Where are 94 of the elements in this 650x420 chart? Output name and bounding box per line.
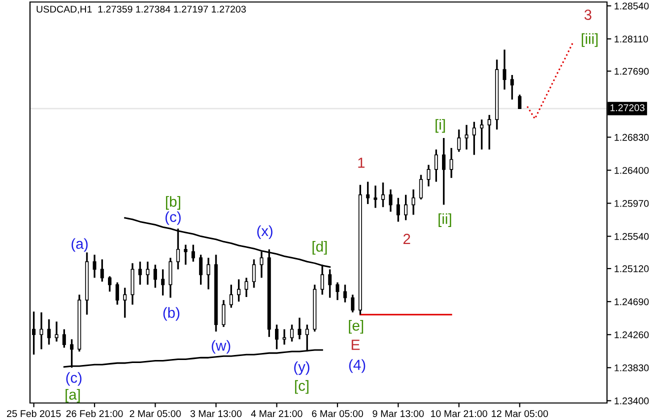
annotation: (w) — [212, 340, 230, 354]
candlestick — [92, 254, 96, 279]
candlestick — [229, 284, 233, 309]
annotation: [iii] — [582, 33, 598, 47]
candlestick — [488, 114, 492, 150]
annotation: [ii] — [438, 213, 452, 227]
annotation: (c) — [166, 211, 181, 225]
candlestick — [184, 244, 188, 266]
y-tick-label: 1.23400 — [614, 397, 649, 404]
candlestick — [336, 282, 340, 301]
y-tick-label: 1.28540 — [614, 2, 649, 10]
x-tick-label: 2 Mar 05:00 — [130, 410, 181, 418]
candlestick — [374, 184, 378, 209]
chart-title: USDCAD,H1 1.27359 1.27384 1.27197 1.27203 — [36, 6, 246, 14]
candlestick — [412, 188, 416, 216]
candlestick — [237, 278, 241, 302]
candlestick — [168, 256, 172, 299]
annotation: 2 — [403, 234, 410, 244]
x-tick-label: 25 Feb 2015 — [6, 410, 61, 418]
y-tick-label: 1.26830 — [614, 134, 649, 141]
candlestick — [222, 299, 226, 328]
candlestick — [502, 48, 506, 90]
candlestick — [108, 275, 112, 292]
candlestick — [381, 182, 385, 208]
candlestick — [290, 324, 294, 342]
y-tick-label: 1.24260 — [614, 331, 649, 338]
candlestick — [100, 258, 104, 282]
annotation: (y) — [294, 361, 310, 375]
candlestick — [426, 164, 430, 188]
candlestick — [450, 147, 454, 179]
candlestick — [244, 276, 248, 298]
candlestick — [161, 268, 165, 296]
candlestick — [191, 244, 195, 262]
annotation: (a) — [72, 238, 88, 252]
y-tick-label: 1.28110 — [614, 36, 648, 42]
candlestick — [54, 320, 58, 342]
annotation: E — [352, 340, 360, 350]
y-tick-label: 1.26400 — [614, 166, 649, 174]
y-tick-label: 1.25970 — [614, 200, 649, 207]
candlestick — [464, 124, 468, 150]
candlestick — [62, 328, 66, 349]
line-series — [526, 42, 574, 120]
annotation: [a] — [66, 388, 80, 403]
y-tick-label: 1.24690 — [614, 298, 649, 306]
candlestick — [252, 258, 256, 289]
candlestick — [472, 121, 476, 156]
candlestick — [146, 260, 150, 286]
candlestick — [154, 264, 158, 289]
annotation: [c] — [295, 380, 308, 394]
x-tick-label: 6 Mar 05:00 — [312, 410, 364, 418]
x-tick-label: 4 Mar 21:00 — [251, 410, 302, 418]
candlestick — [40, 312, 44, 350]
candlestick — [116, 282, 120, 306]
annotation: [b] — [166, 196, 180, 210]
x-tick-label: 3 Mar 13:00 — [190, 410, 242, 418]
candlestick — [366, 180, 370, 205]
candlestick — [282, 328, 286, 346]
x-tick-label: 10 Mar 21:00 — [431, 410, 488, 418]
candlestick — [518, 94, 522, 110]
annotation: [e] — [348, 320, 364, 334]
candlestick — [274, 324, 278, 350]
candlestick — [47, 318, 51, 346]
x-tick-label: 12 Mar 05:00 — [492, 410, 548, 418]
ref-line-label: 1.27203 — [610, 104, 644, 112]
candlestick — [457, 128, 461, 153]
annotation: (x) — [257, 225, 272, 239]
annotation: [i] — [436, 119, 445, 133]
annotation: (c) — [66, 372, 82, 386]
candlestick — [396, 197, 400, 223]
y-tick-label: 1.23830 — [614, 364, 649, 372]
candlestick — [480, 118, 484, 150]
x-tick-label: 26 Feb 21:00 — [66, 410, 123, 418]
candlestick — [442, 137, 446, 206]
candlestick — [419, 174, 423, 200]
candlestick — [298, 316, 302, 340]
y-tick-label: 1.25120 — [614, 265, 649, 272]
y-tick-label: 1.27690 — [614, 68, 649, 75]
candlestick — [199, 254, 203, 286]
y-tick-label: 1.25540 — [614, 233, 649, 240]
candlestick — [510, 74, 514, 100]
candlestick — [434, 148, 438, 183]
annotation: (4) — [349, 359, 366, 373]
annotation: (b) — [163, 307, 180, 321]
candlestick — [343, 284, 347, 304]
x-tick-label: 9 Mar 13:00 — [372, 410, 424, 418]
candlestick — [350, 294, 354, 314]
annotation: 1 — [358, 158, 365, 168]
candlestick — [123, 286, 127, 319]
annotation: 3 — [584, 10, 592, 20]
candlestick — [206, 256, 210, 290]
candlestick — [138, 260, 142, 286]
candlestick — [388, 188, 392, 213]
annotation: [d] — [312, 241, 327, 255]
candlestick — [404, 194, 408, 222]
